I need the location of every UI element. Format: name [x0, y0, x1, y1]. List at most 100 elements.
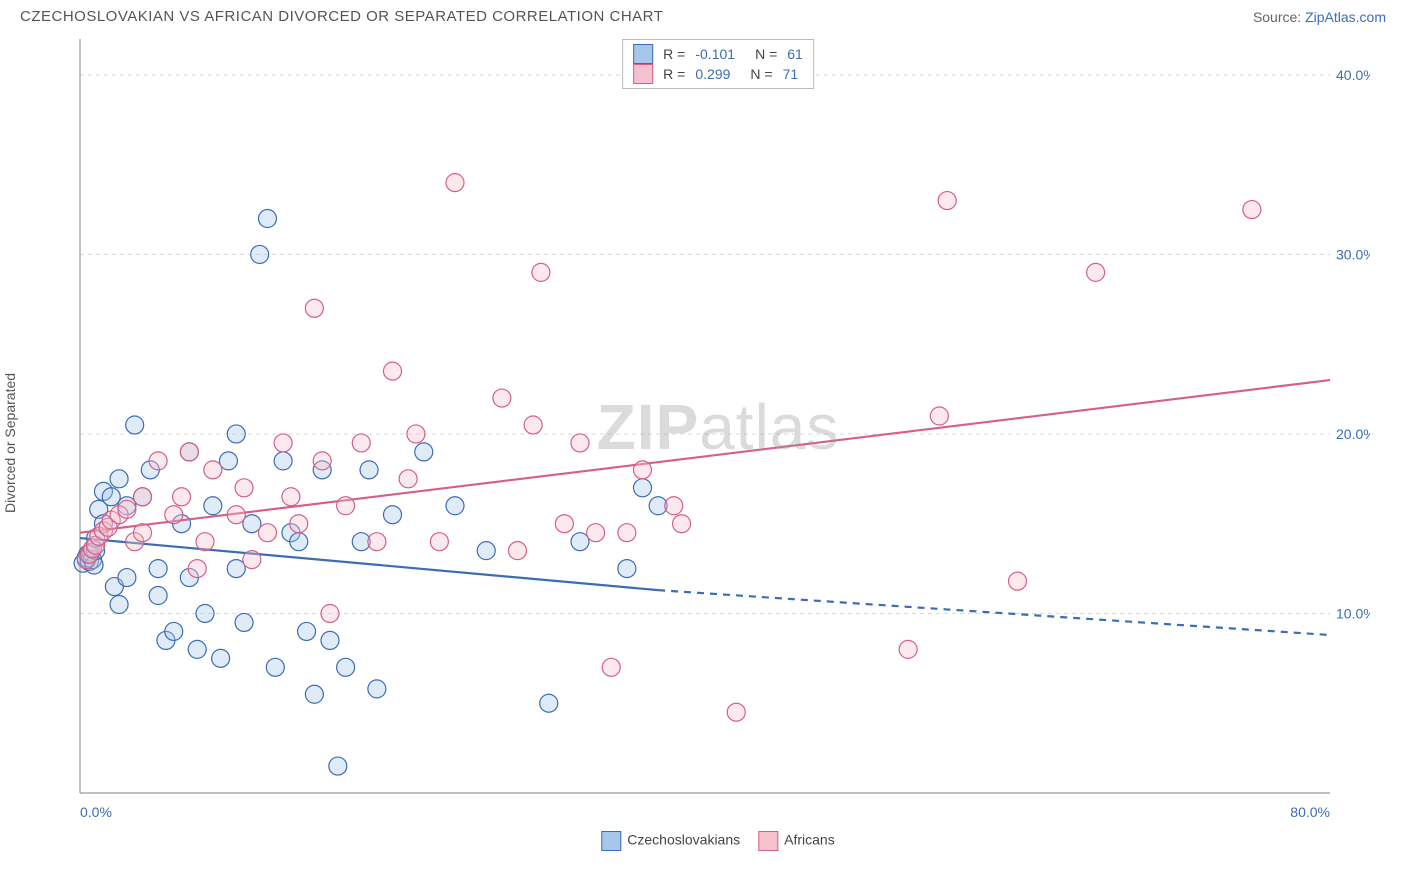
- data-point: [477, 542, 495, 560]
- r-value: 0.299: [695, 66, 730, 82]
- source-label: Source:: [1253, 9, 1305, 25]
- data-point: [235, 479, 253, 497]
- data-point: [235, 613, 253, 631]
- r-label: R =: [663, 66, 685, 82]
- data-point: [102, 488, 120, 506]
- y-tick-label: 30.0%: [1336, 246, 1370, 262]
- data-point: [930, 407, 948, 425]
- data-point: [368, 680, 386, 698]
- data-point: [227, 425, 245, 443]
- data-point: [180, 443, 198, 461]
- data-point: [149, 452, 167, 470]
- data-point: [329, 757, 347, 775]
- n-label: N =: [750, 66, 772, 82]
- data-point: [110, 596, 128, 614]
- data-point: [384, 506, 402, 524]
- data-point: [188, 640, 206, 658]
- data-point: [126, 416, 144, 434]
- data-point: [259, 524, 277, 542]
- x-tick-label: 0.0%: [80, 804, 112, 820]
- data-point: [493, 389, 511, 407]
- legend-label: Africans: [784, 832, 835, 848]
- data-point: [540, 694, 558, 712]
- source-link[interactable]: ZipAtlas.com: [1305, 9, 1386, 25]
- data-point: [618, 560, 636, 578]
- legend-item: Czechoslovakians: [601, 831, 740, 851]
- data-point: [938, 192, 956, 210]
- legend-swatch: [601, 831, 621, 851]
- data-point: [118, 500, 136, 518]
- data-point: [321, 604, 339, 622]
- data-point: [282, 488, 300, 506]
- data-point: [1243, 201, 1261, 219]
- data-point: [149, 587, 167, 605]
- chart-title: CZECHOSLOVAKIAN VS AFRICAN DIVORCED OR S…: [20, 8, 663, 25]
- legend-row: R = -0.101 N = 61: [633, 44, 803, 64]
- data-point: [298, 622, 316, 640]
- data-point: [1009, 572, 1027, 590]
- data-point: [313, 452, 331, 470]
- r-label: R =: [663, 46, 685, 62]
- data-point: [587, 524, 605, 542]
- data-point: [399, 470, 417, 488]
- n-value: 71: [783, 66, 799, 82]
- n-value: 61: [787, 46, 803, 62]
- data-point: [188, 560, 206, 578]
- data-point: [266, 658, 284, 676]
- legend-label: Czechoslovakians: [627, 832, 740, 848]
- y-tick-label: 40.0%: [1336, 67, 1370, 83]
- data-point: [509, 542, 527, 560]
- data-point: [290, 533, 308, 551]
- data-point: [446, 174, 464, 192]
- data-point: [204, 461, 222, 479]
- r-value: -0.101: [695, 46, 735, 62]
- data-point: [274, 434, 292, 452]
- data-point: [227, 560, 245, 578]
- data-point: [134, 488, 152, 506]
- data-point: [899, 640, 917, 658]
- source: Source: ZipAtlas.com: [1253, 9, 1386, 25]
- data-point: [149, 560, 167, 578]
- data-point: [602, 658, 620, 676]
- data-point: [337, 658, 355, 676]
- data-point: [305, 299, 323, 317]
- data-point: [290, 515, 308, 533]
- legend-swatch: [633, 44, 653, 64]
- correlation-legend: R = -0.101 N = 61 R = 0.299 N = 71: [622, 39, 814, 89]
- data-point: [571, 434, 589, 452]
- x-tick-label: 80.0%: [1290, 804, 1330, 820]
- data-point: [212, 649, 230, 667]
- data-point: [274, 452, 292, 470]
- data-point: [430, 533, 448, 551]
- data-point: [337, 497, 355, 515]
- legend-row: R = 0.299 N = 71: [633, 64, 803, 84]
- data-point: [407, 425, 425, 443]
- data-point: [259, 210, 277, 228]
- y-tick-label: 10.0%: [1336, 605, 1370, 621]
- data-point: [384, 362, 402, 380]
- data-point: [227, 506, 245, 524]
- data-point: [243, 515, 261, 533]
- data-point: [360, 461, 378, 479]
- legend-swatch: [633, 64, 653, 84]
- data-point: [555, 515, 573, 533]
- data-point: [571, 533, 589, 551]
- data-point: [219, 452, 237, 470]
- data-point: [173, 488, 191, 506]
- data-point: [415, 443, 433, 461]
- chart-area: Divorced or Separated 10.0%20.0%30.0%40.…: [50, 33, 1386, 853]
- data-point: [532, 263, 550, 281]
- data-point: [727, 703, 745, 721]
- data-point: [673, 515, 691, 533]
- data-point: [196, 604, 214, 622]
- data-point: [634, 461, 652, 479]
- y-tick-label: 20.0%: [1336, 426, 1370, 442]
- data-point: [165, 506, 183, 524]
- data-point: [118, 569, 136, 587]
- data-point: [665, 497, 683, 515]
- data-point: [352, 434, 370, 452]
- header: CZECHOSLOVAKIAN VS AFRICAN DIVORCED OR S…: [0, 0, 1406, 29]
- y-axis-label: Divorced or Separated: [2, 373, 18, 513]
- data-point: [321, 631, 339, 649]
- data-point: [1087, 263, 1105, 281]
